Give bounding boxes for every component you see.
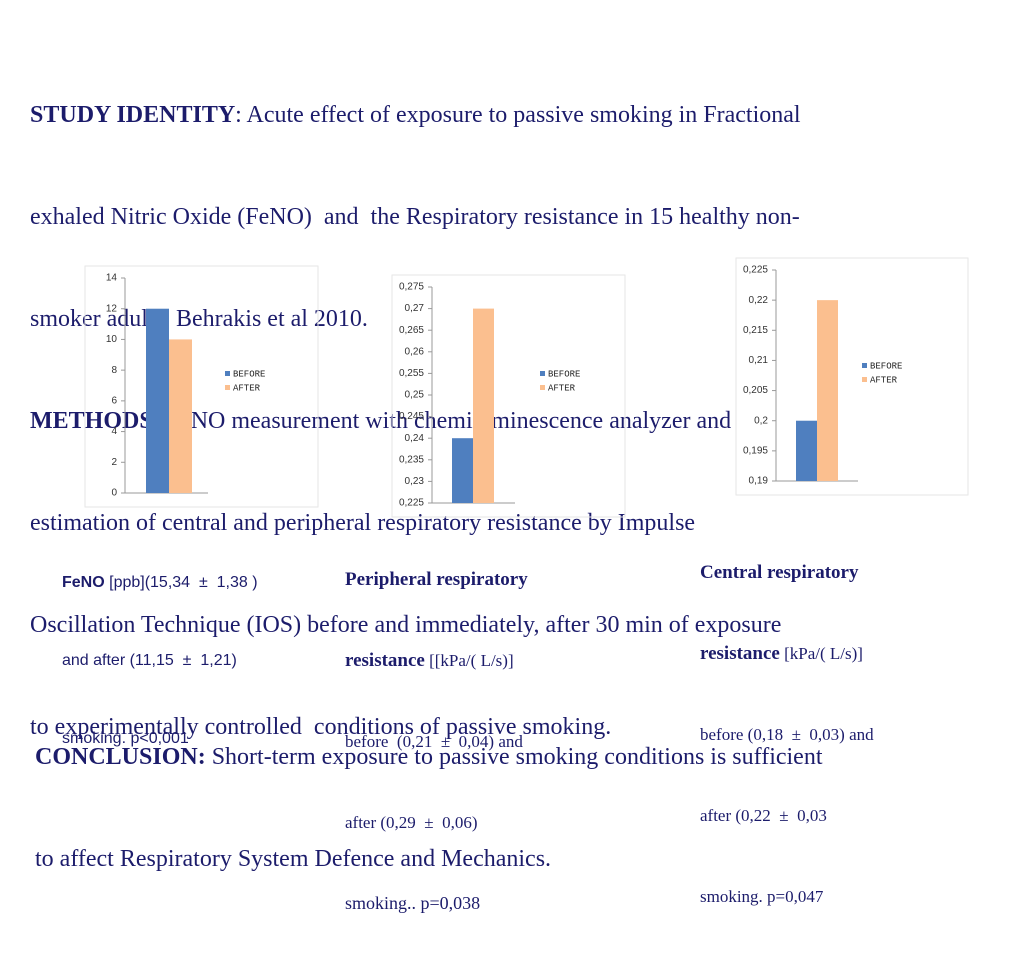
y-tick-label: 10 — [106, 334, 118, 345]
text-line: METHODS: FeNO measurement with chemilumi… — [30, 404, 801, 438]
text-line: exhaled Nitric Oxide (FeNO) and the Resp… — [30, 204, 800, 230]
label: Peripheral respiratory — [345, 569, 528, 590]
legend-swatch — [540, 371, 545, 376]
y-tick-label: 0,2 — [754, 415, 768, 426]
chart-frame — [391, 274, 626, 518]
label: CONCLUSION: — [35, 744, 206, 770]
bar — [452, 438, 473, 503]
slide: STUDY IDENTITY: Acute effect of exposure… — [30, 102, 969, 913]
legend-swatch — [862, 363, 867, 368]
chart-frame — [735, 257, 969, 496]
y-tick-label: 14 — [106, 273, 118, 284]
text-line: to experimentally controlled conditions … — [30, 714, 612, 740]
y-tick-label: 0,225 — [399, 498, 424, 509]
text: [[kPa/( L/s)] — [424, 651, 514, 670]
text-line: resistance [[kPa/( L/s)] — [345, 647, 528, 674]
legend-label: BEFORE — [548, 369, 580, 379]
text-line: resistance [kPa/( L/s)] — [700, 640, 874, 667]
legend-swatch — [225, 371, 230, 376]
y-tick-label: 0,25 — [405, 390, 425, 401]
bar — [146, 308, 169, 493]
y-tick-label: 0,195 — [743, 445, 768, 456]
label: Central respiratory — [700, 562, 859, 583]
text-line: before (0,21 ± 0,04) and — [345, 732, 523, 751]
y-tick-label: 0,245 — [399, 411, 424, 422]
y-tick-label: 0,26 — [405, 346, 425, 357]
legend-swatch — [540, 385, 545, 390]
text-line: Peripheral respiratory — [345, 566, 528, 593]
y-tick-label: 6 — [111, 395, 117, 406]
text-line: smoking. p<0,001 — [62, 730, 189, 747]
y-tick-label: 0,19 — [749, 476, 769, 487]
label: STUDY IDENTITY — [30, 102, 236, 128]
bar — [169, 339, 192, 493]
legend-label: AFTER — [870, 375, 898, 385]
text-line: and after (11,15 ± 1,21) — [62, 652, 237, 669]
text: FeNO measurement with chemiluminescence … — [160, 408, 732, 434]
label: resistance — [345, 650, 425, 671]
charts: 0 2 4 6 8 10 12 14 BEFORE AFTER 0,225 0,23 0,235 0,24… — [84, 257, 969, 518]
legend-label: BEFORE — [870, 361, 902, 371]
legend-swatch — [225, 385, 230, 390]
bar — [473, 308, 494, 503]
caption: FeNO [ppb](15,34 ± 1,38 ) and after (11,… — [62, 518, 258, 804]
bar — [817, 300, 838, 481]
text: [kPa/( L/s)] — [779, 644, 863, 663]
y-tick-label: 0,215 — [743, 325, 768, 336]
y-tick-label: 0 — [111, 488, 117, 499]
y-tick-label: 0,275 — [399, 282, 424, 293]
text-line: CONCLUSION: Short-term exposure to passi… — [35, 740, 823, 774]
y-tick-label: 12 — [106, 303, 118, 314]
y-tick-label: 8 — [111, 365, 117, 376]
label: resistance — [700, 643, 780, 664]
chart-frame — [84, 265, 319, 508]
y-tick-label: 0,21 — [749, 355, 769, 366]
text-line: FeNO [ppb](15,34 ± 1,38 ) — [62, 570, 258, 596]
text-line: before (0,18 ± 0,03) and — [700, 725, 874, 744]
y-tick-label: 0,27 — [405, 303, 425, 314]
bar — [796, 420, 817, 481]
y-tick-label: 0,225 — [743, 265, 768, 276]
text-line: estimation of central and peripheral res… — [30, 510, 696, 536]
legend-label: AFTER — [233, 383, 261, 393]
y-tick-label: 0,265 — [399, 325, 424, 336]
text: Short-term exposure to passive smoking c… — [205, 744, 823, 770]
text: [ppb](15,34 ± 1,38 ) — [104, 574, 258, 591]
legend-label: BEFORE — [233, 369, 265, 379]
legend-label: AFTER — [548, 383, 576, 393]
y-tick-label: 0,255 — [399, 368, 424, 379]
label: FeNO — [62, 574, 105, 591]
legend-swatch — [862, 377, 867, 382]
study-identity: STUDY IDENTITY: Acute effect of exposure… — [30, 30, 801, 812]
y-tick-label: 0,235 — [399, 454, 424, 465]
label: METHODS: — [30, 408, 161, 434]
text-line: to affect Respiratory System Defence and… — [35, 846, 552, 872]
y-tick-label: 2 — [111, 457, 117, 468]
y-tick-label: 4 — [111, 426, 117, 437]
y-tick-label: 0,22 — [749, 295, 769, 306]
text-line: Oscillation Technique (IOS) before and i… — [30, 612, 782, 638]
text-line: STUDY IDENTITY: Acute effect of exposure… — [30, 98, 801, 132]
text-line: Central respiratory — [700, 559, 874, 586]
y-tick-label: 0,24 — [405, 433, 425, 444]
y-tick-label: 0,23 — [405, 476, 425, 487]
text: : Acute effect of exposure to passive sm… — [235, 102, 801, 128]
text-line: smoker adults. Behrakis et al 2010. — [30, 306, 368, 332]
y-tick-label: 0,205 — [743, 385, 768, 396]
